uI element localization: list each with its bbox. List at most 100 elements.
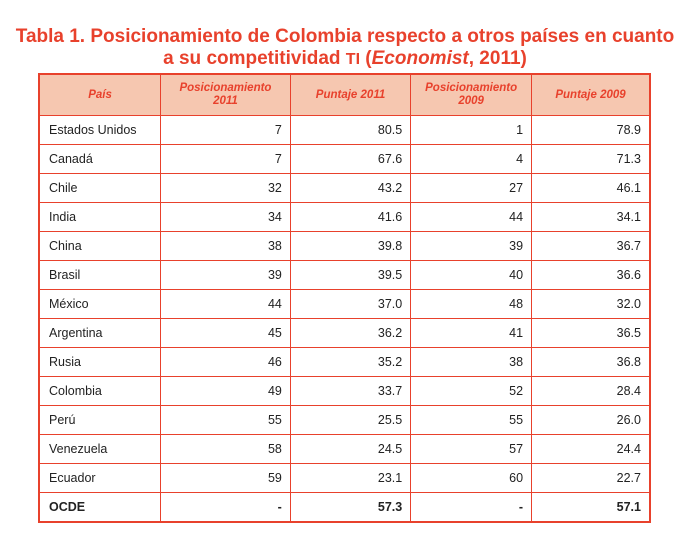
cell-country: Perú — [38, 405, 162, 435]
title-line-1: Tabla 1. Posicionamiento de Colombia res… — [15, 26, 675, 47]
table-row: China 38 39.8 39 36.7 — [38, 231, 651, 261]
cell-position-2009: 39 — [410, 231, 533, 261]
cell-score-2011: 43.2 — [289, 173, 412, 203]
header-score-2009: Puntaje 2009 — [531, 73, 651, 116]
cell-position-2009: 40 — [410, 260, 533, 290]
cell-country: India — [38, 202, 162, 232]
cell-position-2011: 34 — [160, 202, 291, 232]
cell-country: China — [38, 231, 162, 261]
cell-country: Venezuela — [38, 434, 162, 464]
cell-country: Canadá — [38, 144, 162, 174]
cell-score-2009: 57.1 — [531, 492, 651, 523]
cell-position-2009: 41 — [410, 318, 533, 348]
title-source: Economist — [371, 48, 469, 69]
cell-score-2011: 39.5 — [289, 260, 412, 290]
cell-score-2011: 80.5 — [289, 115, 412, 145]
cell-score-2011: 41.6 — [289, 202, 412, 232]
cell-score-2009: 46.1 — [531, 173, 651, 203]
header-country: País — [38, 73, 162, 116]
table-row: Canadá 7 67.6 4 71.3 — [38, 144, 651, 174]
cell-position-2011: 38 — [160, 231, 291, 261]
cell-position-2009: - — [410, 492, 533, 523]
cell-score-2009: 71.3 — [531, 144, 651, 174]
total-row: OCDE -57.3-57.1 — [38, 492, 651, 523]
cell-position-2009: 44 — [410, 202, 533, 232]
cell-score-2011: 37.0 — [289, 289, 412, 319]
cell-score-2009: 28.4 — [531, 376, 651, 406]
cell-score-2011: 23.1 — [289, 463, 412, 493]
title-line-2-pre: a su competitividad — [163, 48, 346, 69]
cell-position-2011: - — [160, 492, 291, 523]
cell-score-2009: 36.6 — [531, 260, 651, 290]
header-position-2011: Posicionamiento 2011 — [160, 73, 291, 116]
cell-score-2009: 24.4 — [531, 434, 651, 464]
table-row: Chile 32 43.2 27 46.1 — [38, 173, 651, 203]
cell-score-2009: 78.9 — [531, 115, 651, 145]
cell-country: Estados Unidos — [38, 115, 162, 145]
competitiveness-table: País Posicionamiento 2011 Puntaje 2011 P… — [38, 73, 651, 523]
cell-position-2009: 27 — [410, 173, 533, 203]
table-row: Argentina 45 36.2 41 36.5 — [38, 318, 651, 348]
table-row: Estados Unidos 7 80.5 1 78.9 — [38, 115, 651, 145]
cell-position-2011: 32 — [160, 173, 291, 203]
cell-score-2011: 25.5 — [289, 405, 412, 435]
table-row: Ecuador 59 23.1 60 22.7 — [38, 463, 651, 493]
cell-position-2009: 1 — [410, 115, 533, 145]
cell-position-2011: 44 — [160, 289, 291, 319]
cell-score-2011: 39.8 — [289, 231, 412, 261]
title-paren-open: ( — [360, 48, 372, 69]
cell-country: Rusia — [38, 347, 162, 377]
cell-score-2011: 33.7 — [289, 376, 412, 406]
cell-position-2009: 48 — [410, 289, 533, 319]
cell-position-2011: 46 — [160, 347, 291, 377]
table-row: Rusia 46 35.2 38 36.8 — [38, 347, 651, 377]
cell-score-2011: 67.6 — [289, 144, 412, 174]
cell-country: Ecuador — [38, 463, 162, 493]
cell-position-2009: 4 — [410, 144, 533, 174]
cell-position-2011: 49 — [160, 376, 291, 406]
cell-country: México — [38, 289, 162, 319]
table-title: Tabla 1. Posicionamiento de Colombia res… — [0, 26, 690, 71]
table-row: India 34 41.6 44 34.1 — [38, 202, 651, 232]
cell-position-2011: 7 — [160, 144, 291, 174]
cell-score-2009: 36.8 — [531, 347, 651, 377]
cell-country: Chile — [38, 173, 162, 203]
cell-score-2011: 24.5 — [289, 434, 412, 464]
cell-score-2009: 32.0 — [531, 289, 651, 319]
cell-position-2011: 39 — [160, 260, 291, 290]
cell-score-2011: 35.2 — [289, 347, 412, 377]
cell-country: Argentina — [38, 318, 162, 348]
cell-position-2009: 38 — [410, 347, 533, 377]
cell-country: Brasil — [38, 260, 162, 290]
table-row: Brasil 39 39.5 40 36.6 — [38, 260, 651, 290]
cell-position-2009: 55 — [410, 405, 533, 435]
cell-position-2009: 52 — [410, 376, 533, 406]
cell-position-2011: 7 — [160, 115, 291, 145]
title-line-2-rest: , 2011) — [468, 48, 527, 69]
cell-position-2009: 57 — [410, 434, 533, 464]
cell-score-2011: 36.2 — [289, 318, 412, 348]
cell-position-2011: 55 — [160, 405, 291, 435]
table-row: Perú 55 25.5 55 26.0 — [38, 405, 651, 435]
cell-score-2009: 36.5 — [531, 318, 651, 348]
cell-score-2009: 22.7 — [531, 463, 651, 493]
title-line-2: a su competitividad TI (Economist, 2011) — [0, 48, 690, 71]
cell-position-2009: 60 — [410, 463, 533, 493]
table-row: México 44 37.0 48 32.0 — [38, 289, 651, 319]
cell-position-2011: 58 — [160, 434, 291, 464]
cell-score-2009: 26.0 — [531, 405, 651, 435]
table-row: Venezuela 58 24.5 57 24.4 — [38, 434, 651, 464]
cell-country: Colombia — [38, 376, 162, 406]
cell-position-2011: 45 — [160, 318, 291, 348]
cell-score-2009: 36.7 — [531, 231, 651, 261]
title-ti: TI — [345, 51, 361, 68]
table-header-row: País Posicionamiento 2011 Puntaje 2011 P… — [38, 73, 651, 116]
cell-position-2011: 59 — [160, 463, 291, 493]
header-position-2009: Posicionamiento 2009 — [410, 73, 533, 116]
cell-score-2009: 34.1 — [531, 202, 651, 232]
header-score-2011: Puntaje 2011 — [289, 73, 412, 116]
table-body: Estados Unidos 7 80.5 1 78.9 Canadá 7 67.6 4 71.3… — [38, 115, 651, 523]
cell-score-2011: 57.3 — [289, 492, 412, 523]
cell-country: OCDE — [38, 492, 162, 523]
table-row: Colombia 49 33.7 52 28.4 — [38, 376, 651, 406]
